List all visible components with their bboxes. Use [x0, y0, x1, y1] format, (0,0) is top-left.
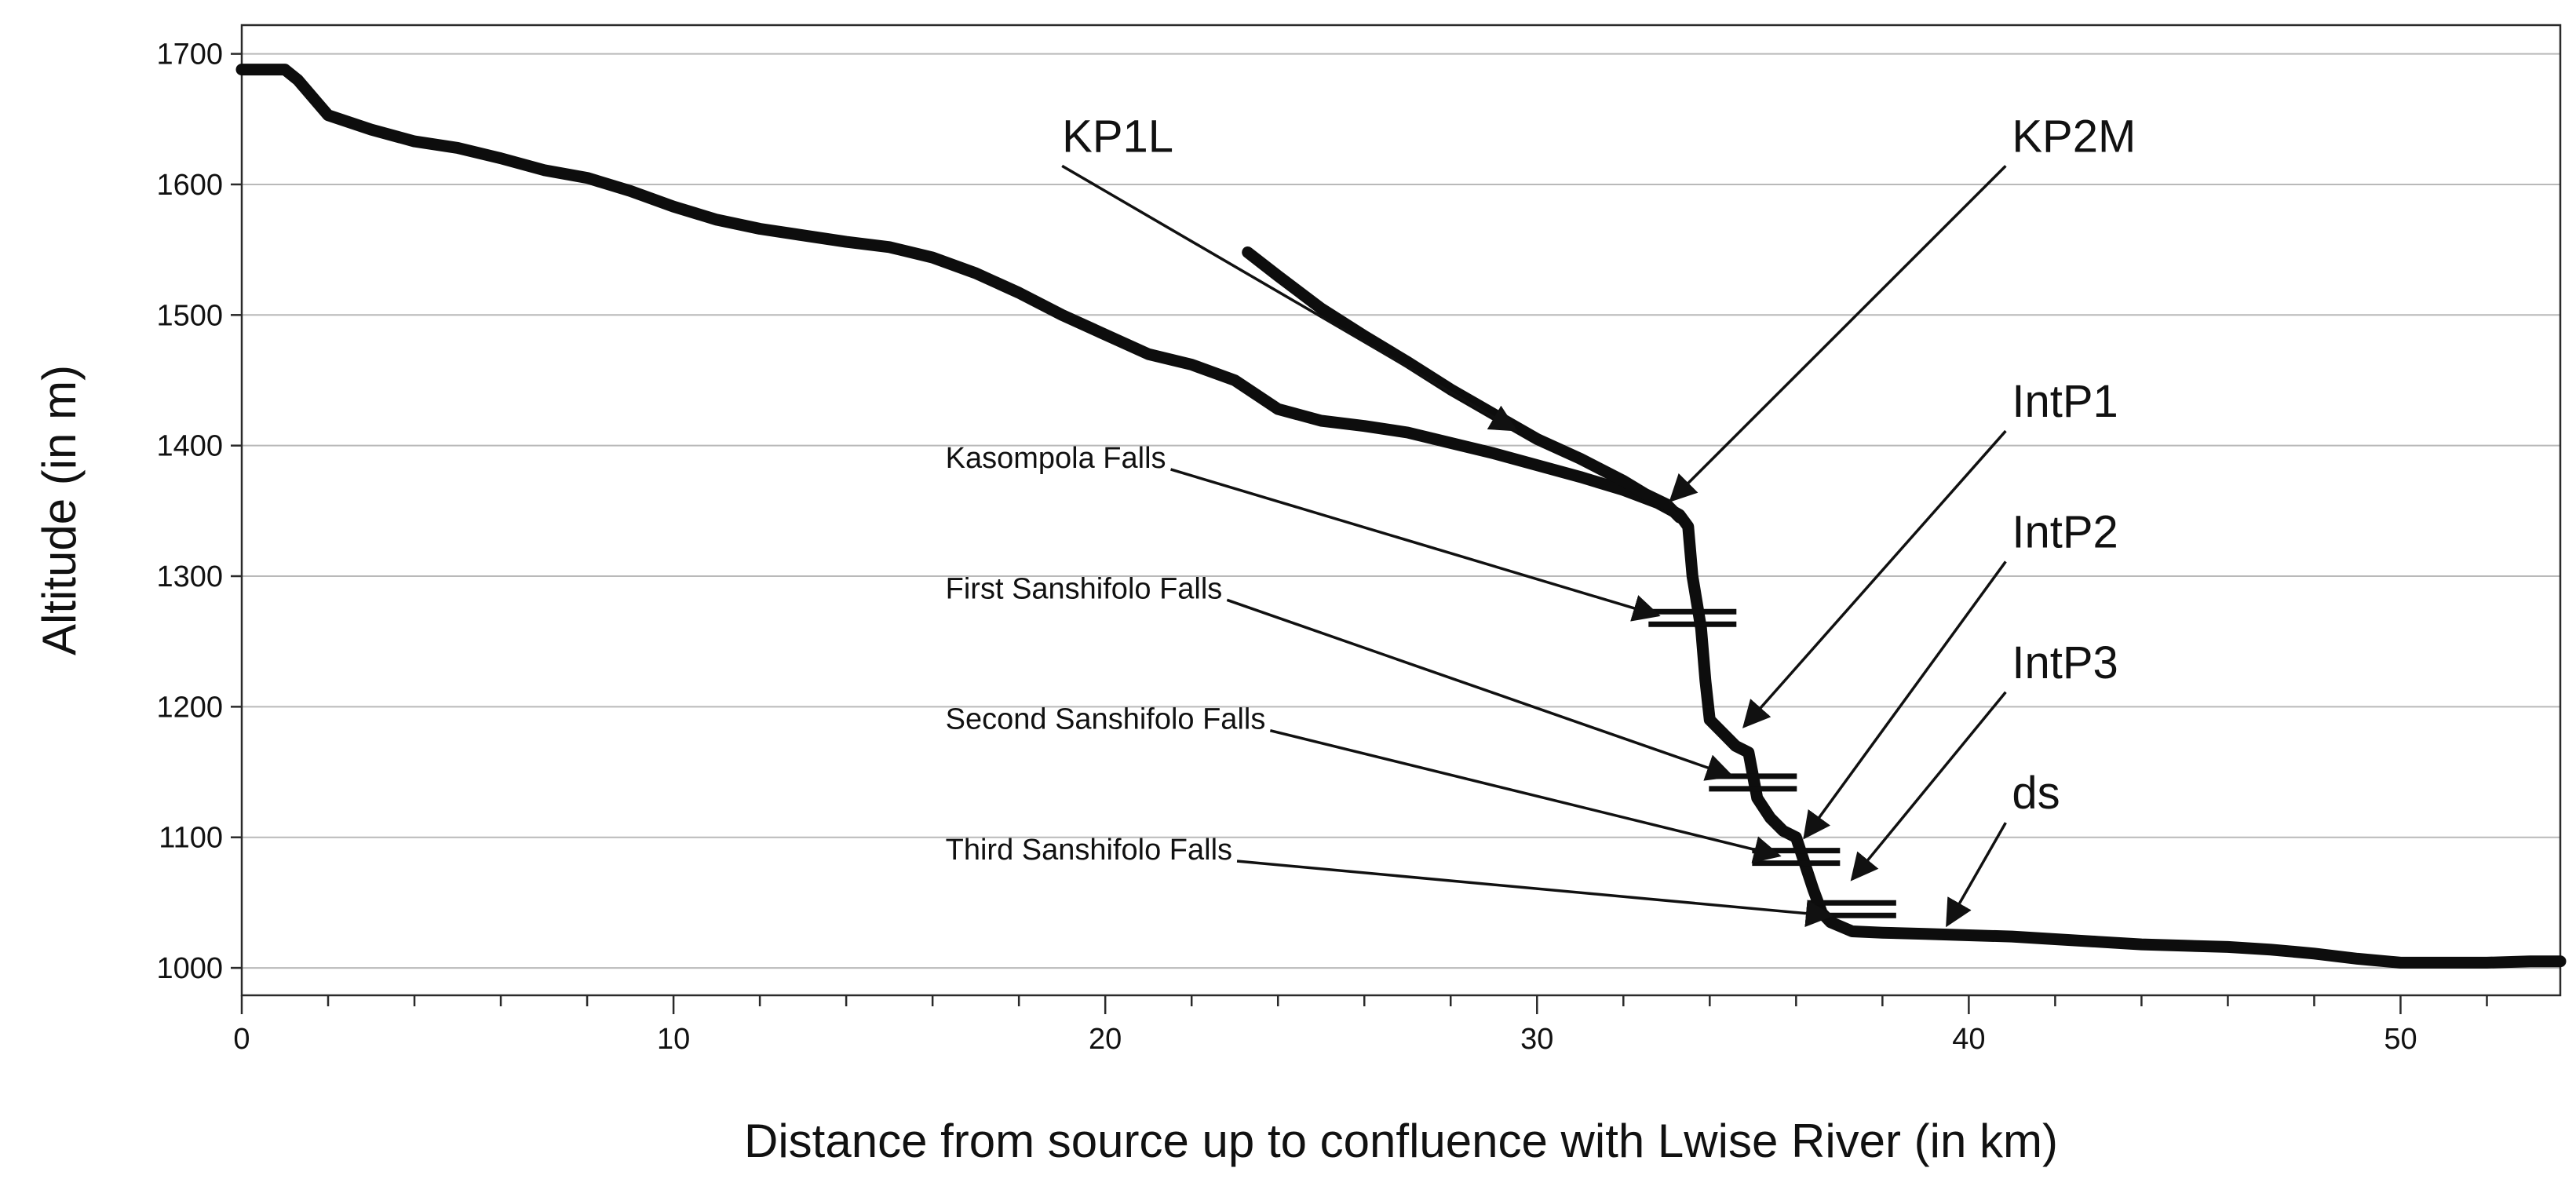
gridlines	[242, 53, 2560, 969]
y-tick-label-1600: 1600	[156, 169, 223, 202]
falls-label-3: Second Sanshifolo Falls	[946, 703, 1266, 736]
y-tick-label-1200: 1200	[156, 691, 223, 724]
callout-arrow-intp3	[1850, 691, 2007, 882]
callout-arrow-intp2	[1803, 560, 2007, 840]
falls-label-1: Kasompola Falls	[946, 442, 1166, 475]
callout-label-intp1: IntP1	[2012, 376, 2118, 427]
data-series	[235, 64, 2567, 969]
callout-label-ds: ds	[2012, 768, 2060, 819]
falls-label-4: Third Sanshifolo Falls	[946, 834, 1232, 867]
callout-label-intp3: IntP3	[2012, 637, 2118, 688]
callout-label-kp1l: KP1L	[1062, 111, 1173, 162]
falls-arrow-2	[1226, 598, 1735, 781]
x-tick-label-0: 0	[233, 1023, 250, 1056]
callout-arrow-ds	[1946, 822, 2007, 928]
y-tick-label-1000: 1000	[156, 952, 223, 985]
falls-arrow-3	[1269, 728, 1782, 863]
falls-arrow-1	[1170, 468, 1661, 622]
x-tick-label-30: 30	[1520, 1023, 1553, 1056]
y-tick-label-1100: 1100	[159, 822, 223, 855]
x-tick-label-20: 20	[1089, 1023, 1122, 1056]
falls-arrow-4	[1236, 860, 1833, 928]
callout-label-intp2: IntP2	[2012, 506, 2118, 557]
x-tick-label-10: 10	[657, 1023, 690, 1056]
series-line-1	[235, 64, 2567, 969]
plot-frame	[240, 24, 2562, 997]
callout-arrow-kp1l	[1061, 164, 1518, 432]
y-tick-label-1400: 1400	[156, 430, 223, 463]
x-axis-title: Distance from source up to confluence wi…	[744, 1115, 2058, 1167]
axes: 1000 1100 1200 1300 1400 1500 1600 1700 0 10 20 30 4…	[156, 24, 2562, 1056]
y-tick-label-1700: 1700	[156, 38, 223, 71]
x-tick-label-40: 40	[1952, 1023, 1985, 1056]
annotations: KP1L KP2M IntP1 IntP2 IntP3 ds Kasompola Falls…	[946, 111, 2136, 928]
y-tick-label-1500: 1500	[156, 299, 223, 332]
series-line-2	[1242, 246, 1686, 524]
falls-label-2: First Sanshifolo Falls	[946, 572, 1223, 605]
x-tick-label-50: 50	[2384, 1023, 2417, 1056]
callout-label-kp2m: KP2M	[2012, 111, 2136, 162]
y-tick-label-1300: 1300	[156, 560, 223, 593]
callout-arrow-intp1	[1742, 429, 2007, 728]
callout-arrow-kp2m	[1669, 165, 2007, 502]
y-axis-title: Altitude (in m)	[33, 365, 86, 655]
